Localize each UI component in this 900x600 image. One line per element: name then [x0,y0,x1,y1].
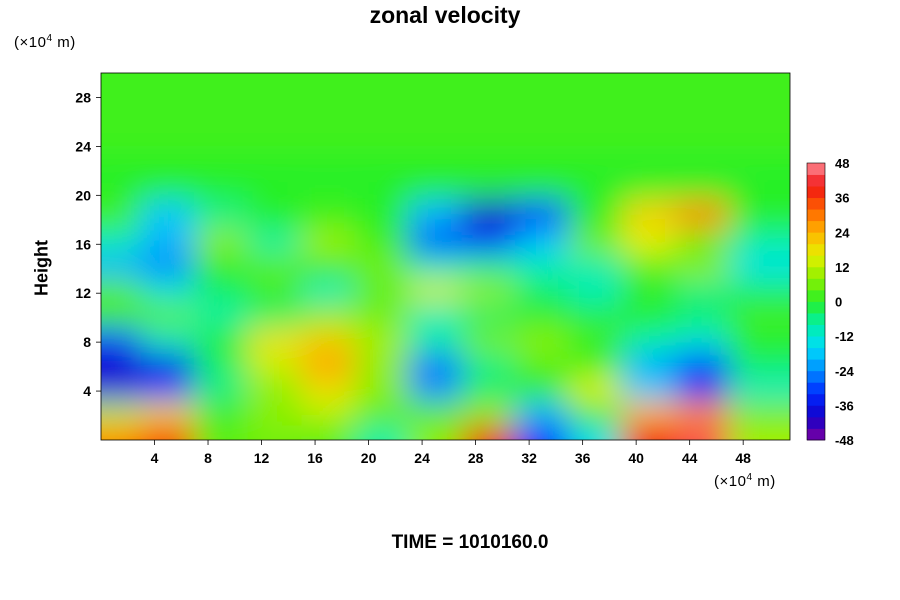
plot-frame [100,72,791,441]
y-tick-label: 20 [75,187,91,203]
colorbar-band [807,416,825,429]
colorbar-band [807,393,825,406]
colorbar-band [807,163,825,175]
x-tick-label: 36 [575,450,591,466]
colorbar-tick-label: 0 [835,295,842,310]
colorbar-band [807,197,825,210]
colorbar-tick-label: 48 [835,156,849,171]
y-tick-label: 28 [75,89,91,105]
colorbar-tick-label: 36 [835,191,849,206]
y-axis: 4 8 12 16 20 24 28 [75,89,101,399]
colorbar-band [807,313,825,325]
x-tick-label: 40 [628,450,644,466]
colorbar-band [807,232,825,245]
colorbar-tick-label: -36 [835,398,854,413]
x-tick-label: 12 [254,450,270,466]
colorbar-band [807,428,825,441]
x-tick-label: 32 [521,450,537,466]
x-tick-label: 24 [414,450,430,466]
time-label: TIME = 1010160.0 [391,532,549,553]
x-tick-label: 44 [682,450,698,466]
y-tick-label: 4 [83,383,91,399]
y-tick-label: 24 [75,138,91,154]
y-unit-label: (×104 m) [14,33,76,51]
colorbar-band [807,266,825,279]
x-tick-label: 8 [204,450,212,466]
x-tick-label: 16 [307,450,323,466]
colorbar-band [807,220,825,233]
colorbar: 48 36 24 12 0 -12 -24 -36 -48 [806,156,855,448]
x-axis: 4 8 12 16 20 24 28 32 36 40 44 48 [151,440,751,466]
colorbar-band [807,405,825,418]
colorbar-band [807,324,825,337]
colorbar-band [807,336,825,349]
colorbar-frame [806,162,826,441]
colorbar-band [807,243,825,256]
colorbar-band [807,278,825,291]
colorbar-tick-label: -24 [835,364,855,379]
colorbar-band [807,289,825,302]
x-tick-label: 4 [151,450,159,466]
y-tick-label: 16 [75,236,91,252]
x-tick-label: 20 [361,450,377,466]
colorbar-band [807,255,825,268]
colorbar-band [807,186,825,199]
colorbar-tick-label: 12 [835,260,849,275]
y-tick-label: 12 [75,285,91,301]
colorbar-band [807,209,825,222]
colorbar-band [807,347,825,360]
colorbar-band [807,301,825,314]
y-tick-label: 8 [83,334,91,350]
colorbar-band [807,359,825,372]
chart-title: zonal velocity [369,2,521,28]
colorbar-band [807,174,825,187]
velocity-field [101,73,790,440]
colorbar-tick-label: -48 [835,433,854,448]
x-unit-label: (×104 m) [714,472,776,490]
x-tick-label: 28 [468,450,484,466]
colorbar-tick-label: 24 [835,225,850,240]
colorbar-tick-label: -12 [835,329,854,344]
colorbar-band [807,370,825,383]
field-cell [729,73,790,114]
field-cells [101,73,790,440]
colorbar-band [807,382,825,395]
x-tick-label: 48 [735,450,751,466]
